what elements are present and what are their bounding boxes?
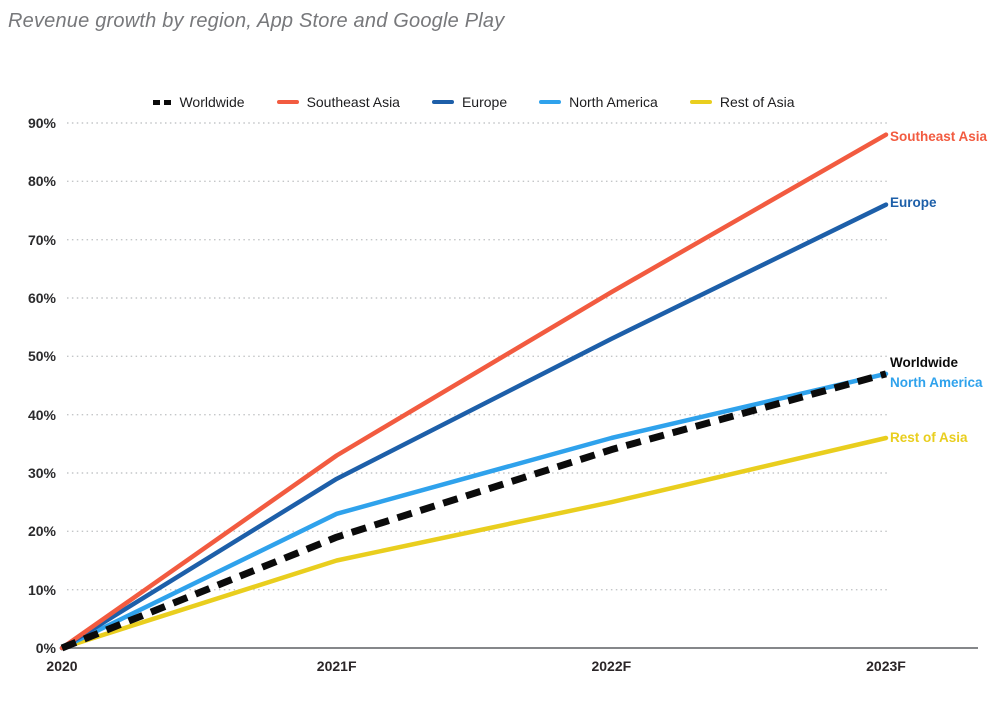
legend-label: Worldwide (179, 94, 245, 110)
legend-dash-segment (164, 99, 172, 105)
legend-color-swatch (689, 100, 712, 104)
legend-item-rest-of-asia: Rest of Asia (689, 94, 795, 110)
series-end-label-worldwide: Worldwide (890, 354, 959, 370)
series-line-europe (59, 202, 889, 651)
series-line-rest-of-asia (59, 435, 889, 651)
legend-dash-segment (153, 99, 161, 105)
series-end-label-europe: Europe (890, 194, 937, 210)
y-tick-label: 90% (27, 115, 56, 131)
x-tick-label: 2021F (316, 658, 357, 674)
series-line-north-america (59, 371, 889, 651)
series-line-worldwide (60, 370, 887, 652)
x-tick-label: 2020 (46, 658, 78, 674)
legend-color-swatch (539, 100, 562, 104)
legend-item-europe: Europe (431, 94, 508, 110)
y-tick-label: 70% (27, 231, 56, 248)
legend-label: Southeast Asia (306, 94, 400, 110)
y-tick-label: 10% (27, 581, 56, 598)
series-line-southeast-asia (59, 132, 889, 651)
y-tick-label: 60% (27, 290, 56, 306)
legend-item-worldwide: Worldwide (153, 94, 245, 110)
legend-label: North America (569, 94, 658, 110)
series-end-label-southeast-asia: Southeast Asia (890, 128, 988, 144)
y-tick-label: 30% (27, 465, 56, 481)
y-tick-label: 40% (27, 406, 56, 423)
legend-label: Rest of Asia (719, 94, 795, 110)
page-title: Revenue growth by region, App Store and … (8, 10, 505, 32)
legend-label: Europe (461, 94, 508, 110)
legend-color-swatch (431, 100, 454, 104)
y-tick-label: 0% (35, 640, 56, 656)
legend-dashed-swatch (153, 99, 172, 105)
x-tick-label: 2022F (591, 658, 632, 674)
legend-color-swatch (276, 100, 299, 104)
y-tick-label: 80% (27, 173, 56, 190)
y-tick-label: 20% (27, 523, 56, 540)
chart-legend: Worldwide Southeast Asia Europe North Ameri… (62, 94, 886, 110)
series-end-label-north-america: North America (890, 374, 983, 390)
y-tick-label: 50% (27, 348, 56, 365)
legend-item-southeast-asia: Southeast Asia (276, 94, 400, 110)
series-end-label-rest-of-asia: Rest of Asia (890, 430, 968, 445)
legend-item-north-america: North America (539, 94, 658, 110)
x-tick-label: 2023F (866, 658, 906, 674)
